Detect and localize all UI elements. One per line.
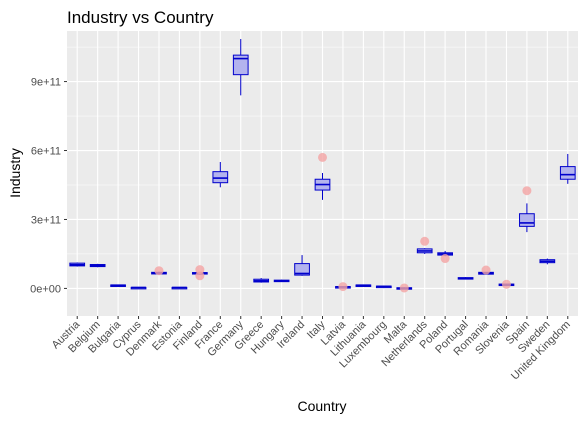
box-denmark (151, 266, 167, 276)
chart-title: Industry vs Country (67, 8, 214, 27)
box-sweden (539, 258, 556, 265)
y-axis: 0e+00 3e+11 6e+11 9e+11 (30, 77, 67, 295)
box-germany (232, 39, 249, 96)
box-united-kingdom (559, 153, 576, 184)
box-body (212, 171, 229, 184)
box-italy (314, 152, 331, 200)
outlier-point (440, 254, 450, 264)
box-malta (396, 283, 413, 293)
y-tick-label: 6e+11 (31, 146, 61, 158)
outlier-point (481, 265, 491, 275)
outlier-point (195, 265, 205, 275)
outlier-point (338, 282, 348, 292)
box-greece (253, 278, 270, 283)
box-slovenia (498, 279, 515, 289)
y-tick-label: 3e+11 (31, 214, 61, 226)
box-finland (192, 265, 208, 281)
box-poland (437, 250, 453, 264)
y-tick-label: 0e+00 (30, 283, 61, 295)
box-body (294, 263, 310, 276)
box-luxembourg (375, 285, 392, 289)
x-axis-title: Country (297, 398, 346, 414)
box-austria (69, 262, 86, 267)
outlier-point (195, 271, 205, 281)
outlier-point (318, 152, 327, 162)
box-portugal (457, 277, 474, 280)
y-axis-title: Industry (7, 148, 23, 198)
box-body (232, 54, 249, 76)
box-cyprus (130, 286, 147, 290)
box-body (559, 166, 576, 180)
box-series (69, 39, 576, 293)
outlier-point (420, 236, 430, 246)
box-hungary (273, 279, 290, 283)
outlier-point (154, 266, 164, 276)
box-lithuania (355, 284, 372, 287)
box-latvia (335, 282, 351, 292)
box-belgium (89, 263, 106, 268)
box-estonia (171, 286, 188, 290)
box-bulgaria (110, 284, 126, 287)
box-netherlands (416, 236, 433, 254)
y-tick-label: 9e+11 (31, 77, 61, 89)
outlier-point (522, 186, 532, 196)
box-romania (478, 265, 494, 275)
x-axis: AustriaBelgiumBulgariaCyprusDenmarkEston… (50, 316, 573, 382)
box-spain (519, 186, 535, 233)
outlier-point (501, 279, 511, 289)
box-ireland (294, 255, 310, 276)
box-france (212, 162, 229, 188)
box-body (519, 213, 535, 227)
outlier-point (399, 283, 409, 293)
